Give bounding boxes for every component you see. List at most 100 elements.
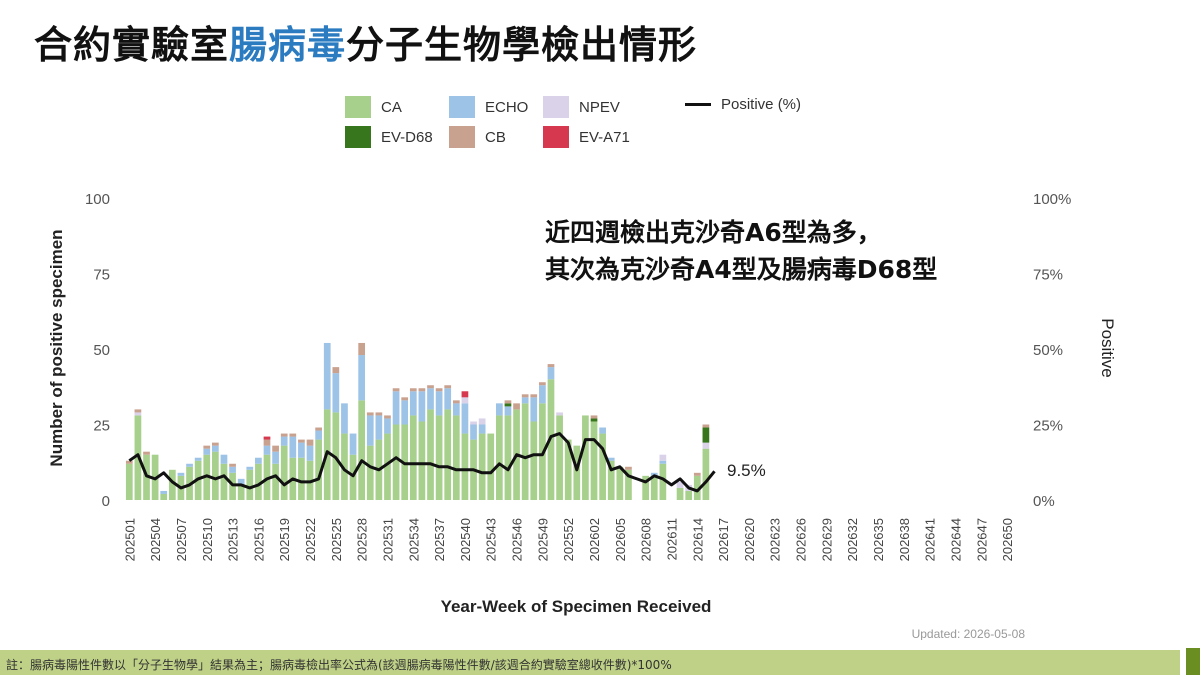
bar-segment [530,397,538,422]
x-tick-label: 202635 [871,518,886,561]
x-axis-label: Year-Week of Specimen Received [441,597,712,616]
x-axis: 202501 202504 202507 202510 202513 202516 2025… [122,518,1015,561]
bar-segment [590,418,598,422]
bar-segment [530,421,538,500]
bar-segment [427,409,434,500]
legend-item-echo: ECHO [449,96,528,118]
updated-label: Updated: 2026-05-08 [912,627,1026,640]
y-tick-label: 75 [93,267,110,284]
bar-segment [461,433,469,500]
x-tick-label: 202614 [690,518,705,561]
bar-segment [547,364,555,368]
y2-tick-label: 25% [1033,418,1063,435]
bar-segment [582,415,589,500]
bar-segment [418,421,426,500]
bar-segment [521,403,529,500]
bar-segment [212,451,219,500]
x-tick-label: 202537 [432,518,447,561]
legend-swatch-cb [449,126,475,148]
x-tick-label: 202522 [303,518,318,561]
bar-segment [177,472,185,476]
bar-segment [676,481,684,488]
bar-segment [495,403,503,416]
x-tick-label: 202507 [174,518,189,561]
y2-tick-label: 0% [1033,493,1055,510]
bar-segment [194,457,202,461]
bar-segment [478,424,486,434]
y-tick-label: 100 [85,191,110,208]
bar-segment [358,355,366,401]
y-tick-label: 25 [93,418,110,435]
bar-segment [539,385,546,404]
bar-segment [212,442,219,446]
x-tick-label: 202540 [458,518,473,561]
y2-tick-label: 100% [1033,191,1071,208]
legend-swatch-ev-d68 [345,126,371,148]
bar-segment [358,342,366,356]
bar-segment [452,415,460,500]
legend-swatch-echo [449,96,475,118]
bar-segment [590,415,598,419]
bar-segment [272,451,279,464]
positive-line-path [128,432,716,493]
bar-segment [435,391,443,416]
x-tick-label: 202549 [535,518,550,561]
bar-segment [229,463,236,467]
bar-segment [203,448,211,455]
bar-segment [392,388,400,392]
bar-segment [212,445,219,452]
bar-segment [341,403,348,434]
bar-segment [478,433,486,500]
bar-segment [272,463,279,500]
x-tick-label: 202611 [665,518,680,560]
bar-segment [237,478,245,485]
bar-segment [556,412,563,416]
legend-item-ev-d68: EV-D68 [345,126,433,148]
bar-segment [298,439,305,443]
bar-segment [280,445,288,500]
bar-segment [444,409,452,500]
bar-segment [504,400,512,404]
bar-segment [539,382,546,386]
bar-segment [289,433,297,437]
bar-segment [444,388,452,410]
bar-segment [315,427,322,431]
bar-segment [315,439,322,500]
x-tick-label: 202617 [716,518,731,561]
legend-swatch-ca [345,96,371,118]
bar-segment [375,412,383,416]
bar-segment [659,463,667,500]
x-tick-label: 202641 [923,518,938,561]
annotation-line-1: 近四週檢出克沙奇A6型為多， [545,218,882,247]
legend-swatch-npev [543,96,569,118]
x-tick-label: 202525 [329,518,344,561]
bar-segment [263,436,271,440]
bar-segment [650,475,658,500]
bar-segment [616,466,624,500]
bar-segment [513,403,520,410]
bar-segment [461,403,469,434]
bar-segment [625,469,632,500]
x-tick-label: 202516 [251,518,266,561]
bar-segment [125,463,133,500]
y-axis-right: 0% 25% 50% 75% 100% [1033,191,1071,510]
bar-segment [599,433,606,500]
bar-series [125,342,710,500]
x-tick-label: 202543 [484,518,499,561]
bar-segment [452,403,460,416]
x-tick-label: 202546 [510,518,525,561]
legend-item-positive: Positive (%) [685,96,801,113]
bar-segment [220,454,228,464]
bar-segment [401,400,409,425]
bar-segment [375,415,383,440]
bar-segment [298,442,305,458]
legend-item-npev: NPEV [543,96,620,118]
bar-segment [280,433,288,437]
x-tick-label: 202534 [406,518,421,561]
bar-segment [452,400,460,404]
x-tick-label: 202644 [949,518,964,561]
page-title: 合約實驗室腸病毒分子生物學檢出情形 [34,23,698,67]
bar-segment [659,460,667,464]
x-tick-label: 202605 [613,518,628,561]
bar-segment [642,475,650,500]
